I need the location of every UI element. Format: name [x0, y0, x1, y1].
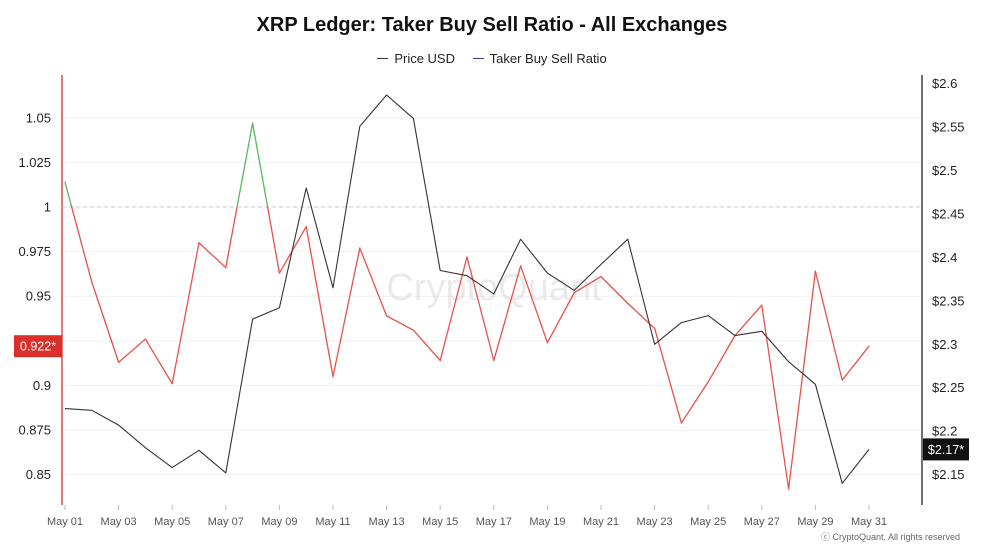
ratio-line-segment [266, 206, 281, 274]
ratio-line-segment [171, 242, 200, 385]
y-right-tick-label: $2.15 [932, 467, 965, 482]
y-left-tick-label: 0.875 [18, 423, 51, 438]
x-tick-label: May 07 [208, 516, 244, 528]
ratio-line-segment [546, 292, 575, 344]
price-line [64, 94, 870, 484]
current-ratio-label: 0.922* [20, 340, 56, 354]
y-left-tick-label: 1.025 [18, 155, 51, 170]
current-price-badge [923, 438, 969, 461]
ratio-line-segment [144, 338, 173, 385]
ratio-line-segment [787, 270, 817, 490]
badge-layer: 0.922* $2.17* [14, 335, 969, 461]
y-right-tick-label: $2.6 [932, 76, 957, 91]
legend-item-ratio[interactable]: Taker Buy Sell Ratio [472, 51, 607, 66]
watermark-text: CryptoQuant [386, 267, 602, 309]
ratio-line-segment [493, 265, 522, 362]
x-tick-label: May 05 [154, 516, 190, 528]
y-right-tick-label: $2.3 [932, 337, 957, 352]
ratio-line-segment [841, 345, 870, 381]
y-right-tick-label: $2.45 [932, 206, 965, 221]
legend-swatch-price [377, 58, 389, 59]
x-tick-label: May 09 [261, 516, 297, 528]
ratio-line-segment [412, 329, 441, 362]
y-left-tick-label: 0.9 [33, 378, 51, 393]
ratio-line-segment [117, 338, 147, 363]
ratio-line-segment [627, 302, 656, 330]
ratio-line-segment [305, 226, 334, 378]
y-right-tick-label: $2.4 [932, 250, 957, 265]
ratio-line-segment [707, 334, 736, 383]
legend-item-price[interactable]: Price USD [377, 51, 455, 66]
x-tick-label: May 29 [797, 516, 833, 528]
x-tick-label: May 13 [369, 516, 405, 528]
current-ratio-badge [14, 335, 62, 358]
ratio-line-segment [198, 242, 227, 269]
y-right-tick-label: $2.2 [932, 424, 957, 439]
ratio-line-segment [653, 327, 683, 424]
legend-label-price: Price USD [394, 51, 455, 66]
legend-swatch-ratio [472, 58, 484, 59]
ratio-line-segment [680, 381, 709, 424]
ratio-line-segment [225, 206, 238, 269]
ratio-line-segment [251, 122, 269, 208]
ratio-line-segment [359, 247, 388, 317]
x-tick-label: May 03 [101, 516, 137, 528]
ratio-line-segment [600, 275, 629, 305]
current-price-label: $2.17* [928, 443, 964, 457]
y-left-tick-label: 0.975 [18, 244, 51, 259]
ratio-line-segment [332, 247, 361, 378]
x-tick-label: May 31 [851, 516, 887, 528]
ratio-line-segment [814, 270, 843, 381]
legend: Price USD Taker Buy Sell Ratio [0, 47, 984, 66]
chart-title: XRP Ledger: Taker Buy Sell Ratio - All E… [256, 14, 728, 36]
y-right-tick-label: $2.25 [932, 380, 965, 395]
x-tick-label: May 21 [583, 516, 619, 528]
y-left-tick-label: 1.05 [26, 110, 51, 125]
ratio-line-segment [734, 304, 763, 337]
x-tick-label: May 17 [476, 516, 512, 528]
y-right-tick-label: $2.55 [932, 120, 965, 135]
x-tick-label: May 19 [529, 516, 565, 528]
ratio-line-segment [519, 265, 549, 344]
ratio-line-segment [64, 181, 73, 208]
copyright-text: ⓒ CryptoQuant. All rights reserved [820, 532, 960, 542]
ratio-line-segment [761, 304, 790, 490]
ratio-line-segment [573, 275, 602, 294]
x-tick-label: May 27 [744, 516, 780, 528]
ratio-line-segment [439, 256, 468, 362]
x-tick-label: May 25 [690, 516, 726, 528]
ratio-line-segment [466, 256, 495, 362]
x-tick-label: May 15 [422, 516, 458, 528]
x-tick-label: May 01 [47, 516, 83, 528]
ratio-line-segment [71, 206, 93, 283]
ratio-line-segment [385, 315, 415, 331]
y-right-tick-label: $2.5 [932, 163, 957, 178]
legend-label-ratio: Taker Buy Sell Ratio [489, 51, 607, 66]
x-tick-label: May 11 [315, 516, 350, 528]
y-right-tick-label: $2.35 [932, 293, 965, 308]
ratio-line-segment [91, 281, 120, 363]
series-layer [64, 94, 870, 490]
y-left-tick-label: 0.85 [26, 467, 51, 482]
y-left-tick-label: 0.95 [26, 289, 51, 304]
ratio-line-segment [236, 122, 254, 208]
x-tick-label: May 23 [637, 516, 673, 528]
y-left-tick-label: 1 [44, 200, 51, 215]
